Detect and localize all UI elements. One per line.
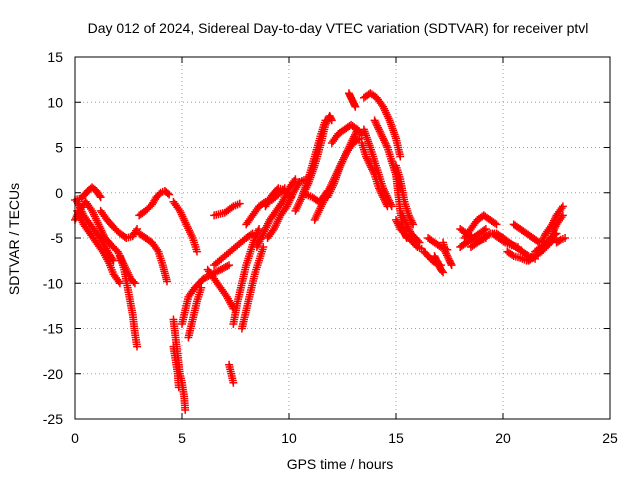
data-point [96,193,105,202]
series-arc-10 [169,342,183,392]
x-tick-label: 25 [602,430,618,446]
data-point [415,238,424,247]
data-point [439,268,448,277]
series-arc-16 [210,199,244,220]
series-arc-18 [229,225,263,328]
data-point [197,283,206,292]
y-tick-label: 5 [55,140,63,156]
x-tick-label: 15 [388,430,404,446]
series-arc-44 [456,225,490,251]
data-point [229,378,238,387]
series-arc-07 [135,229,171,286]
data-point [383,202,392,211]
data-point [181,406,190,414]
series-arc-04 [73,206,124,288]
y-axis-label: SDTVAR / TECUs [6,183,22,295]
series-arc-37 [392,215,426,253]
series-arc-17 [225,360,238,387]
data-point [447,261,456,270]
axis-ticks: 0 5 10 15 20 25 15 10 5 0 -5 -10 -15 -20 -25 [43,49,618,446]
data-point [558,202,567,211]
data-point [558,211,567,220]
x-tick-label: 5 [178,430,186,446]
data-point [409,220,418,229]
series-arc-23 [261,184,296,211]
y-tick-label: -10 [43,275,63,291]
data-point [165,190,174,199]
y-tick-label: -5 [51,230,64,246]
series-arc-41 [430,252,448,277]
data-point [174,383,183,392]
series-arc-30 [344,89,360,111]
series-arc-25 [297,111,336,202]
series-arc-05 [96,206,142,242]
series-arc-38 [398,211,424,247]
y-tick-label: -20 [43,366,63,382]
series-arc-42 [439,238,456,270]
series-arc-06 [115,252,142,351]
series-arc-28 [323,134,364,202]
series-arc-13 [184,283,206,342]
series-arc-19 [237,243,268,333]
data-point [327,116,336,125]
x-tick-label: 10 [281,430,297,446]
data-point [259,243,268,251]
series-arc-12 [178,261,234,328]
series-arc-21 [252,175,300,251]
series-arc-33 [357,139,392,211]
data-point [561,234,570,242]
data-point [235,199,244,208]
data-point [109,256,118,265]
data-point [492,220,501,229]
data-point [291,175,300,184]
data-point [351,102,360,111]
y-tick-label: -25 [43,411,63,427]
data-point [255,225,263,233]
data-points [71,89,570,414]
data-point [225,261,234,270]
data-point-fill [438,267,446,275]
series-arc-36 [392,161,418,229]
series-arc-11 [169,197,201,256]
series-arc-01 [71,183,105,204]
x-axis-label: GPS time / hours [287,456,394,472]
data-point [115,279,124,288]
data-point [193,247,201,256]
series-arc-29 [327,120,366,147]
y-tick-label: 15 [47,49,63,65]
data-point [396,152,405,161]
data-point [287,193,296,202]
series-arc-55 [552,234,570,247]
data-point [481,225,490,233]
y-tick-label: -15 [43,321,63,337]
y-tick-label: 10 [47,94,63,110]
series-arc-31 [359,89,405,161]
series-arc-45 [460,211,501,242]
x-tick-label: 0 [71,430,79,446]
series-arc-54 [548,211,567,238]
series-arc-08 [135,186,174,220]
data-point [163,277,171,286]
x-tick-label: 20 [495,430,511,446]
data-point [133,342,142,351]
series-arc-15 [210,229,257,270]
data-point [130,279,139,288]
y-tick-label: 0 [55,185,63,201]
chart-title: Day 012 of 2024, Sidereal Day-to-day VTE… [88,20,589,36]
data-point [133,225,142,233]
